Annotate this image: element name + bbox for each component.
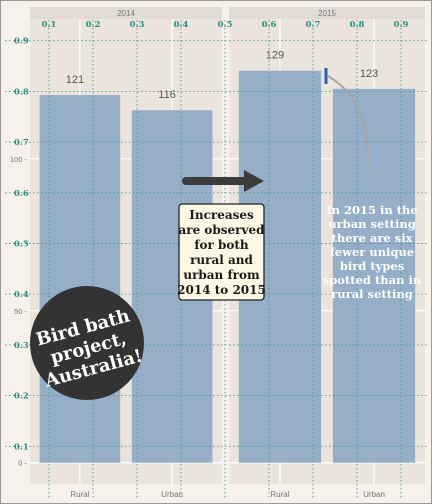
annotation-curve [327,75,370,166]
annotation-text-line: there are six [332,231,413,245]
secondary-y-tick-label: 0.3 [14,341,29,351]
secondary-y-tick-label: 0.9 [14,37,29,47]
secondary-y-tick-label: 0.4 [14,290,29,300]
annotation-box-line: for both [194,238,249,252]
x-tick-label: Rural [70,490,89,499]
annotation-box [178,203,265,301]
secondary-y-tick-label: 0.8 [14,87,29,97]
secondary-y-tick-label: 0.1 [14,442,29,452]
secondary-y-tick-label: 0.5 [14,240,29,250]
secondary-x-tick-label: 0.9 [394,20,409,30]
annotation-text-line: urban setting [328,217,415,231]
secondary-x-tick-label: 0.1 [42,20,57,30]
secondary-x-tick-label: 0.5 [218,20,233,30]
y-tick-label: 100 - [10,155,28,164]
annotation-text-line: In 2015 in the [326,203,417,217]
bar-value-label: 129 [266,50,284,62]
facet-strip [30,7,222,19]
x-tick-label: Urban [363,490,385,499]
secondary-y-tick-label: 0.2 [14,392,29,402]
arrow-head [244,170,264,192]
bar-value-label: 121 [66,74,84,86]
secondary-y-tick-label: 0.7 [14,138,29,148]
bar-2015-urban [332,88,416,463]
bar-2014-rural [39,94,121,463]
annotation-box-line: 2014 to 2015 [177,283,266,297]
y-tick-label: 0 - [18,459,27,468]
secondary-x-tick-label: 0.4 [174,20,189,30]
secondary-x-tick-label: 0.3 [130,20,145,30]
annotation-text-line: rural setting [331,287,413,301]
badge-circle [30,286,144,400]
x-tick-label: Rural [270,490,289,499]
bar-value-label: 123 [360,68,378,80]
secondary-y-tick-label: 0.6 [14,189,29,199]
annotation-text-line: fewer unique [330,245,414,259]
facet-strip-label: 2014 [117,9,135,18]
annotation-box-line: Increases [189,208,254,222]
secondary-x-tick-label: 0.6 [262,20,277,30]
secondary-x-tick-label: 0.2 [86,20,101,30]
secondary-x-tick-label: 0.7 [306,20,321,30]
annotation-box-line: urban from [183,268,260,282]
annotation-box-line: rural and [190,253,253,267]
secondary-x-tick-label: 0.8 [350,20,365,30]
x-tick-label: Urban [161,490,183,499]
y-tick-label: 50 - [14,307,27,316]
bar-value-label: 116 [158,89,176,101]
facet-strip-label: 2015 [318,9,336,18]
annotation-text-line: spotted than in [323,273,422,287]
facet-strip [229,7,425,19]
annotation-text-line: bird types [340,259,404,273]
annotation-box-line: are observed [178,223,265,237]
